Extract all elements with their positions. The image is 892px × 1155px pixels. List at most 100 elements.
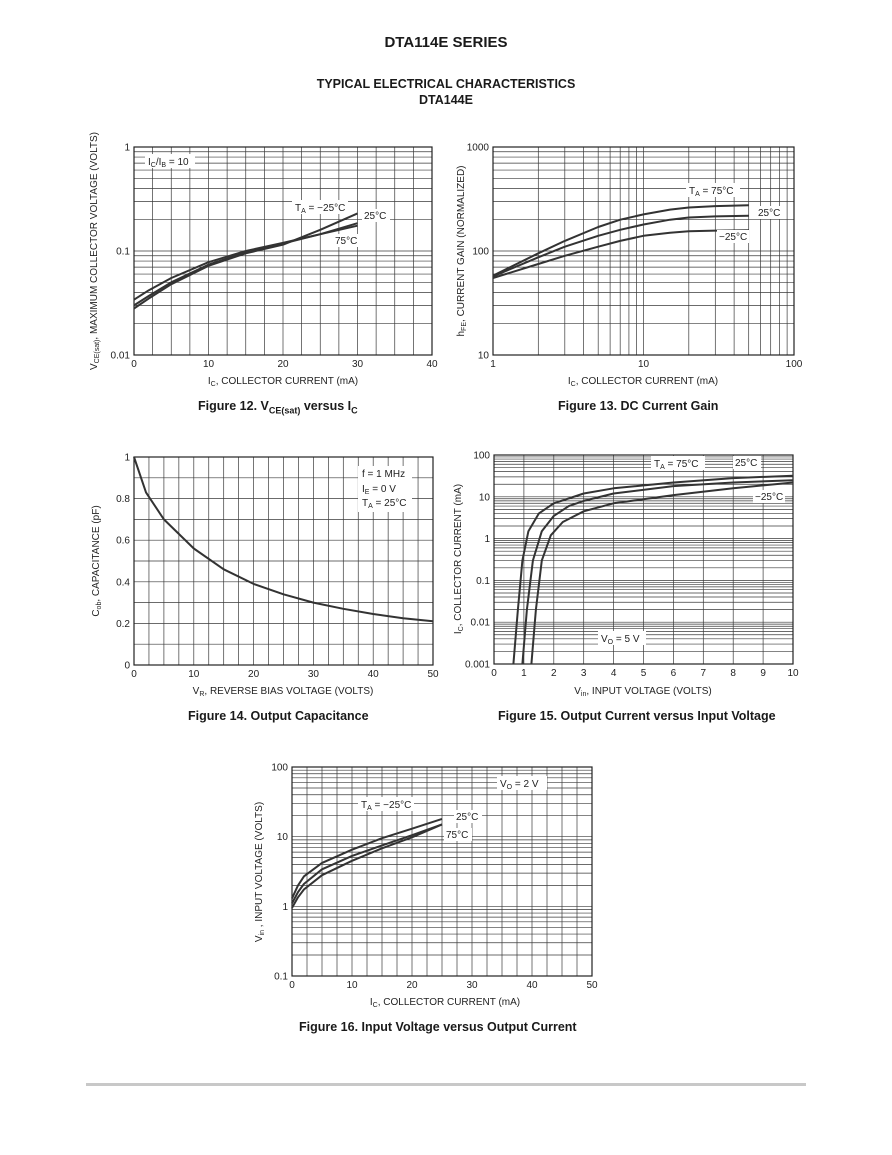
x-tick-label: 8: [730, 668, 736, 679]
x-axis-label-rest: , COLLECTOR CURRENT (mA): [216, 376, 358, 387]
plot-frame: [133, 146, 433, 356]
y-tick-label: 10: [478, 351, 490, 362]
plot-frame: [133, 456, 434, 666]
series-line-0: [512, 474, 794, 665]
x-axis-label: IC, COLLECTOR CURRENT (mA): [568, 376, 718, 388]
x-axis-label-sub: C: [571, 381, 576, 388]
x-tick-label: 40: [526, 980, 538, 991]
data-curves: [291, 817, 443, 909]
x-tick-label: 0: [131, 669, 137, 680]
annotation-ratio: IC/IB = 10: [148, 157, 189, 169]
caption-fig14: Figure 14. Output Capacitance: [188, 709, 369, 723]
series-line-1: [521, 479, 794, 665]
annotation-sub-a: A: [368, 503, 373, 510]
x-tick-label: 10: [346, 980, 358, 991]
annotation-m25c: −25°C: [755, 492, 783, 503]
x-tick-label: 30: [466, 980, 478, 991]
caption-fig16: Figure 16. Input Voltage versus Output C…: [299, 1020, 577, 1034]
annotation-25c: 25°C: [456, 812, 478, 823]
series-line-0: [492, 204, 749, 277]
annotation-vo: VO = 2 V: [500, 779, 539, 791]
annotation-val: = 2 V: [512, 779, 539, 790]
x-axis-label-rest: , INPUT VOLTAGE (VOLTS): [586, 686, 711, 697]
y-tick-label: 0.6: [116, 536, 130, 547]
x-axis-label: IC, COLLECTOR CURRENT (mA): [208, 376, 358, 388]
annotation-bg: [333, 234, 361, 247]
x-tick-label: 20: [248, 669, 260, 680]
x-tick-label: 0: [491, 668, 497, 679]
y-tick-label: 1000: [467, 143, 490, 154]
annotation-eq: = 10: [166, 157, 189, 168]
y-axis-label-rest: , MAXIMUM COLLECTOR VOLTAGE (VOLTS): [89, 132, 100, 340]
y-axis-label-rest: , COLLECTOR CURRENT (mA): [453, 484, 464, 626]
x-axis-label: IC, COLLECTOR CURRENT (mA): [370, 997, 520, 1009]
series-line-1: [291, 823, 443, 904]
data-curves: [133, 456, 434, 623]
annotation-ta-m25: TA = −25°C: [361, 800, 411, 812]
x-axis-label-rest: , REVERSE BIAS VOLTAGE (VOLTS): [204, 686, 373, 697]
y-tick-label: 0.4: [116, 577, 130, 588]
x-axis-label-sub: C: [211, 381, 216, 388]
x-axis-label-sub: C: [373, 1002, 378, 1009]
annotation-bg: [651, 456, 705, 470]
y-axis-label: VCE(sat), MAXIMUM COLLECTOR VOLTAGE (VOL…: [89, 132, 101, 370]
tick-labels: 0 10 20 30 40 0.01 0.1 1: [111, 143, 438, 371]
y-tick-label: 1: [124, 143, 130, 154]
x-axis-label-prefix: I: [208, 376, 211, 387]
annotation-val: = −25°C: [372, 800, 412, 811]
y-axis-label-sub: ob: [96, 602, 103, 610]
annotation-bg: [292, 200, 348, 214]
x-tick-label: 4: [611, 668, 617, 679]
annotation-25c: 25°C: [364, 211, 386, 222]
x-tick-label: 50: [586, 980, 598, 991]
x-axis-label-rest: , COLLECTOR CURRENT (mA): [576, 376, 718, 387]
series-line-2: [291, 823, 443, 909]
data-curves: [512, 474, 794, 665]
y-tick-label: 0.1: [476, 576, 490, 587]
annotation-sub-c: C: [151, 162, 156, 169]
x-axis-label-sub: in: [581, 691, 587, 698]
series-line-2: [530, 481, 794, 665]
y-axis-label: Cob, CAPACITANCE (pF): [91, 505, 103, 616]
x-tick-label: 20: [406, 980, 418, 991]
annotation-bg: [753, 490, 785, 503]
y-tick-label: 0: [124, 661, 130, 672]
caption-fig15: Figure 15. Output Current versus Input V…: [498, 709, 776, 723]
y-tick-label: 0.01: [111, 351, 131, 362]
annotation-sub-o: O: [507, 784, 513, 791]
plot-frame: [492, 146, 795, 356]
annotation-val: = −25°C: [306, 203, 346, 214]
annotation-sub-a: A: [695, 191, 700, 198]
annotation-sub-b: B: [161, 162, 166, 169]
annotation-ie: IE = 0 V: [362, 484, 396, 496]
annotation-bg: [733, 456, 761, 469]
tick-labels: 0 10 20 30 40 50 0.1 1 10 100: [271, 763, 598, 992]
x-tick-label: 10: [638, 359, 650, 370]
annotation-sub-o: O: [608, 639, 614, 646]
y-axis-label: Vin , INPUT VOLTAGE (VOLTS): [254, 802, 266, 942]
tick-labels: 0 10 20 30 40 50 0 0.2 0.4 0.6 0.8 1: [116, 453, 439, 681]
x-tick-label: 10: [188, 669, 200, 680]
annotation-bg: [686, 183, 740, 197]
x-tick-label: 10: [203, 359, 215, 370]
series-line-0: [291, 817, 443, 899]
y-axis-label: hFE, CURRENT GAIN (NORMALIZED): [456, 165, 468, 336]
x-tick-label: 0: [131, 359, 137, 370]
x-tick-label: 5: [641, 668, 647, 679]
x-tick-label: 100: [786, 359, 803, 370]
x-tick-label: 0: [289, 980, 295, 991]
annotation-val: = 25°C: [373, 498, 407, 509]
y-tick-label: 100: [472, 247, 489, 258]
x-tick-label: 50: [427, 669, 439, 680]
plot-frame: [493, 454, 794, 665]
series-line-2: [492, 229, 749, 279]
annotation-bg: [454, 810, 482, 823]
y-axis-label-sub: FE: [461, 322, 468, 331]
annotation-slash: /I: [156, 157, 162, 168]
y-axis-label-sub: CE(sat): [94, 340, 101, 364]
annotation-25c: 25°C: [735, 458, 757, 469]
caption-fig12: Figure 12. VCE(sat) versus IC: [198, 399, 358, 416]
y-tick-label: 0.01: [471, 618, 491, 629]
